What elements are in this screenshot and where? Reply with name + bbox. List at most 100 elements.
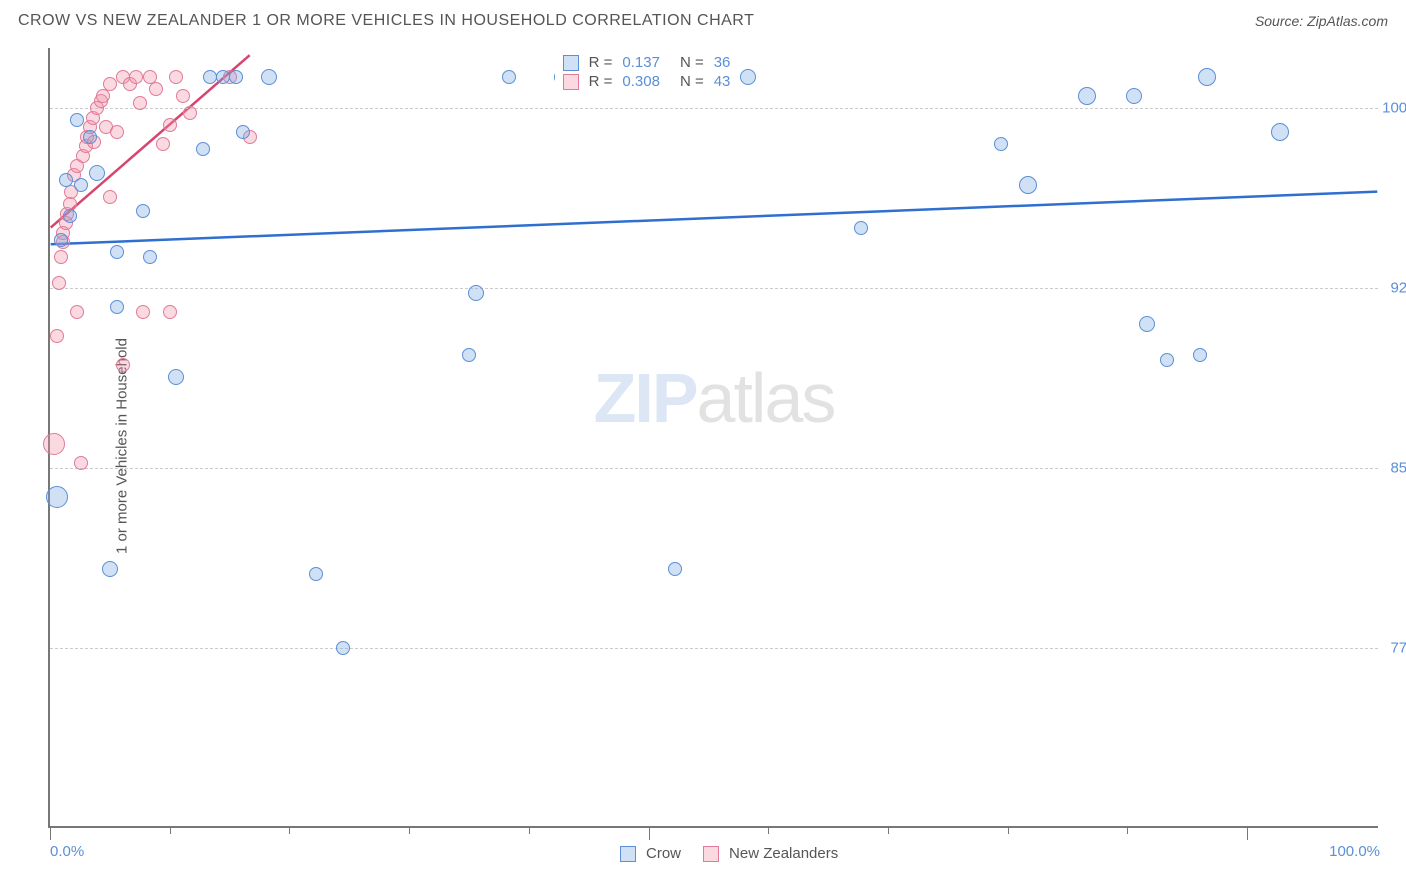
scatter-point xyxy=(163,305,177,319)
scatter-point xyxy=(52,276,66,290)
gridline-h xyxy=(50,288,1378,289)
scatter-point xyxy=(183,106,197,120)
legend-n-value: 36 xyxy=(714,54,731,71)
plot-area: ZIPatlas 100.0%92.5%85.0%77.5%0.0%100.0%… xyxy=(48,48,1378,828)
watermark: ZIPatlas xyxy=(594,358,835,438)
title-bar: CROW VS NEW ZEALANDER 1 OR MORE VEHICLES… xyxy=(18,12,1388,30)
scatter-point xyxy=(70,305,84,319)
scatter-point xyxy=(261,69,277,85)
legend-stats: R = 0.137 N = 36 R = 0.308 N = 43 xyxy=(555,50,739,94)
gridline-h xyxy=(50,108,1378,109)
xtick xyxy=(768,826,769,834)
scatter-point xyxy=(309,567,323,581)
ytick-label: 92.5% xyxy=(1390,280,1406,297)
scatter-point xyxy=(854,221,868,235)
trend-line xyxy=(51,192,1378,245)
scatter-point xyxy=(229,70,243,84)
scatter-point xyxy=(468,285,484,301)
legend-n-label: N = xyxy=(680,54,704,71)
ytick-label: 77.5% xyxy=(1390,640,1406,657)
scatter-point xyxy=(462,348,476,362)
legend-swatch xyxy=(620,846,636,862)
scatter-point xyxy=(149,82,163,96)
scatter-point xyxy=(163,118,177,132)
legend-r-label: R = xyxy=(589,73,613,90)
legend-series-label: Crow xyxy=(646,845,681,862)
xtick-label: 0.0% xyxy=(50,843,84,860)
gridline-h xyxy=(50,648,1378,649)
scatter-point xyxy=(136,305,150,319)
scatter-point xyxy=(50,329,64,343)
scatter-point xyxy=(129,70,143,84)
scatter-point xyxy=(176,89,190,103)
xtick xyxy=(409,826,410,834)
legend-series-label: New Zealanders xyxy=(729,845,838,862)
chart-title: CROW VS NEW ZEALANDER 1 OR MORE VEHICLES… xyxy=(18,12,754,30)
scatter-point xyxy=(740,69,756,85)
legend-r-label: R = xyxy=(589,54,613,71)
scatter-point xyxy=(143,250,157,264)
scatter-point xyxy=(156,137,170,151)
scatter-point xyxy=(668,562,682,576)
legend-r-value: 0.308 xyxy=(622,73,660,90)
scatter-point xyxy=(103,190,117,204)
scatter-point xyxy=(1198,68,1216,86)
chart-container: CROW VS NEW ZEALANDER 1 OR MORE VEHICLES… xyxy=(0,0,1406,892)
scatter-point xyxy=(216,70,230,84)
xtick xyxy=(529,826,530,834)
legend-r-value: 0.137 xyxy=(622,54,660,71)
legend-swatch xyxy=(563,55,579,71)
scatter-point xyxy=(110,300,124,314)
scatter-point xyxy=(110,245,124,259)
source-label: Source: ZipAtlas.com xyxy=(1255,13,1388,29)
scatter-point xyxy=(1160,353,1174,367)
legend-swatch xyxy=(703,846,719,862)
scatter-point xyxy=(196,142,210,156)
scatter-point xyxy=(502,70,516,84)
scatter-point xyxy=(83,130,97,144)
legend-series-item: Crow xyxy=(620,845,681,862)
scatter-point xyxy=(74,456,88,470)
watermark-zip: ZIP xyxy=(594,359,697,437)
watermark-atlas: atlas xyxy=(697,359,835,437)
legend-stats-row: R = 0.137 N = 36 xyxy=(563,54,731,71)
gridline-h xyxy=(50,468,1378,469)
scatter-point xyxy=(236,125,250,139)
xtick xyxy=(1127,826,1128,834)
legend-series: Crow New Zealanders xyxy=(620,845,838,862)
scatter-point xyxy=(1193,348,1207,362)
scatter-point xyxy=(63,209,77,223)
scatter-point xyxy=(169,70,183,84)
scatter-point xyxy=(1078,87,1096,105)
scatter-point xyxy=(1139,316,1155,332)
scatter-point xyxy=(1271,123,1289,141)
ytick-label: 100.0% xyxy=(1382,100,1406,117)
scatter-point xyxy=(133,96,147,110)
xtick xyxy=(1008,826,1009,834)
scatter-point xyxy=(43,433,65,455)
scatter-point xyxy=(1019,176,1037,194)
scatter-point xyxy=(994,137,1008,151)
scatter-point xyxy=(70,113,84,127)
xtick xyxy=(289,826,290,834)
legend-swatch xyxy=(563,74,579,90)
scatter-point xyxy=(136,204,150,218)
legend-n-label: N = xyxy=(680,73,704,90)
scatter-point xyxy=(102,561,118,577)
scatter-point xyxy=(59,173,73,187)
scatter-point xyxy=(116,358,130,372)
scatter-point xyxy=(103,77,117,91)
scatter-point xyxy=(168,369,184,385)
scatter-point xyxy=(46,486,68,508)
xtick xyxy=(1247,826,1248,840)
scatter-point xyxy=(336,641,350,655)
scatter-point xyxy=(96,89,110,103)
legend-n-value: 43 xyxy=(714,73,731,90)
xtick-label: 100.0% xyxy=(1329,843,1380,860)
scatter-point xyxy=(54,233,68,247)
ytick-label: 85.0% xyxy=(1390,460,1406,477)
trend-lines-svg xyxy=(50,48,1378,826)
scatter-point xyxy=(1126,88,1142,104)
scatter-point xyxy=(54,250,68,264)
xtick xyxy=(50,826,51,840)
